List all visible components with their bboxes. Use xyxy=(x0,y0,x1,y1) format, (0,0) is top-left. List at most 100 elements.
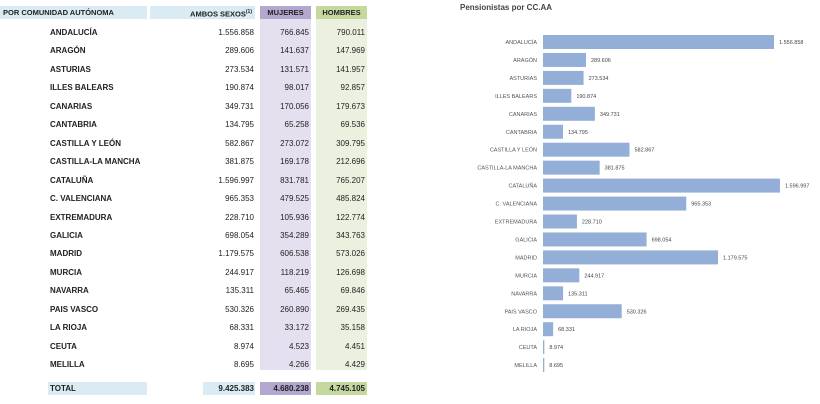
row-men: 92.857 xyxy=(340,83,365,93)
row-women: 65.258 xyxy=(284,120,309,130)
total-label: TOTAL xyxy=(50,384,76,393)
total-bg-men xyxy=(316,382,367,395)
row-men: 4.429 xyxy=(344,360,365,370)
category-label: NAVARRA xyxy=(511,291,537,297)
header-bg-both xyxy=(150,6,255,19)
row-both: 1.556.858 xyxy=(218,28,254,37)
header-bg-region xyxy=(0,6,147,19)
row-women: 98.017 xyxy=(284,83,309,93)
data-label: 228.710 xyxy=(582,220,602,226)
data-label: 8.695 xyxy=(549,363,563,369)
bar xyxy=(543,286,564,301)
header-women: MUJERES xyxy=(267,8,304,17)
data-label: 8.974 xyxy=(549,345,563,351)
row-both: 1.179.575 xyxy=(218,249,254,259)
row-women: 33.172 xyxy=(284,323,309,333)
row-women: 4.266 xyxy=(288,360,309,370)
row-women: 105.936 xyxy=(280,212,309,222)
total-bg-label xyxy=(48,382,147,395)
row-region: ILLES BALEARS xyxy=(50,83,114,93)
bar xyxy=(543,232,647,247)
category-label: PAIS VASCO xyxy=(504,309,537,315)
row-both: 190.874 xyxy=(225,83,254,93)
data-label: 135.311 xyxy=(568,291,587,297)
row-both: 530.326 xyxy=(225,304,254,314)
row-women: 273.072 xyxy=(280,138,309,148)
row-region: CATALUÑA xyxy=(50,175,94,185)
row-men: 765.207 xyxy=(336,175,365,185)
category-label: C. VALENCIANA xyxy=(496,202,538,208)
row-women: 169.178 xyxy=(280,157,309,167)
header-both-note: (1) xyxy=(245,9,252,15)
row-men: 147.969 xyxy=(336,46,365,56)
row-women: 65.465 xyxy=(284,286,309,296)
row-both: 68.331 xyxy=(229,323,254,333)
row-region: CEUTA xyxy=(50,341,77,351)
row-region: GALICIA xyxy=(50,230,83,240)
row-region: LA RIOJA xyxy=(50,323,88,333)
header-region: POR COMUNIDAD AUTÓNOMA xyxy=(3,8,114,17)
bar xyxy=(543,124,564,139)
row-women: 118.219 xyxy=(280,267,309,277)
row-both: 289.606 xyxy=(225,46,254,56)
row-both: 135.311 xyxy=(225,286,254,296)
row-region: ANDALUCÍA xyxy=(50,28,98,37)
total-bg-both xyxy=(203,382,255,395)
category-label: MADRID xyxy=(515,255,537,261)
row-both: 349.731 xyxy=(225,101,254,111)
data-label: 273.534 xyxy=(589,76,609,82)
row-women: 260.890 xyxy=(280,304,309,314)
category-label: CANARIAS xyxy=(509,112,537,118)
data-label: 134.795 xyxy=(568,130,588,136)
category-label: CATALUÑA xyxy=(508,183,537,190)
bar xyxy=(543,70,584,85)
bar xyxy=(543,196,687,211)
row-both: 8.695 xyxy=(233,360,254,370)
row-both: 273.534 xyxy=(225,64,254,74)
category-label: CASTILLA Y LEÓN xyxy=(490,147,537,154)
data-label: 190.874 xyxy=(576,94,596,100)
data-label: 349.731 xyxy=(600,112,620,118)
row-men: 69.536 xyxy=(340,120,365,130)
row-region: EXTREMADURA xyxy=(50,212,113,222)
row-women: 131.571 xyxy=(280,64,309,74)
row-both: 965.353 xyxy=(225,194,254,204)
category-label: CASTILLA-LA MANCHA xyxy=(477,166,537,172)
row-both: 228.710 xyxy=(225,212,254,222)
category-label: ANDALUCÍA xyxy=(506,39,538,46)
bar xyxy=(543,340,545,355)
row-both: 582.867 xyxy=(225,138,254,148)
men-header-bg xyxy=(316,6,367,19)
women-header-bg xyxy=(260,6,311,19)
bar xyxy=(543,214,577,229)
data-label: 965.353 xyxy=(691,202,711,208)
chart-title: Pensionistas por CC.AA xyxy=(460,3,553,12)
header-men: HOMBRES xyxy=(322,8,361,17)
row-women: 4.523 xyxy=(288,341,309,351)
row-men: 573.026 xyxy=(336,249,365,259)
row-region: ASTURIAS xyxy=(50,64,91,74)
row-both: 381.875 xyxy=(225,157,254,167)
total-both: 9.425.383 xyxy=(218,384,254,393)
category-label: ARAGÓN xyxy=(513,57,537,64)
total-men: 4.745.105 xyxy=(329,384,365,393)
bar xyxy=(543,178,780,193)
row-both: 8.974 xyxy=(233,341,254,351)
data-label: 698.054 xyxy=(652,237,672,243)
row-men: 309.795 xyxy=(336,138,365,148)
row-men: 179.673 xyxy=(336,101,365,111)
row-women: 354.289 xyxy=(280,230,309,240)
row-region: CANARIAS xyxy=(50,101,93,111)
row-region: CASTILLA Y LEÓN xyxy=(50,138,121,148)
row-region: MADRID xyxy=(50,249,82,259)
bar xyxy=(543,142,630,157)
bar xyxy=(543,160,600,175)
row-men: 141.957 xyxy=(336,64,365,74)
bar xyxy=(543,35,774,49)
category-label: MURCIA xyxy=(515,273,537,279)
row-region: MELILLA xyxy=(50,360,85,370)
row-women: 766.845 xyxy=(280,28,309,37)
women-column-bg xyxy=(260,6,311,370)
bar xyxy=(543,52,586,67)
row-both: 698.054 xyxy=(225,230,254,240)
